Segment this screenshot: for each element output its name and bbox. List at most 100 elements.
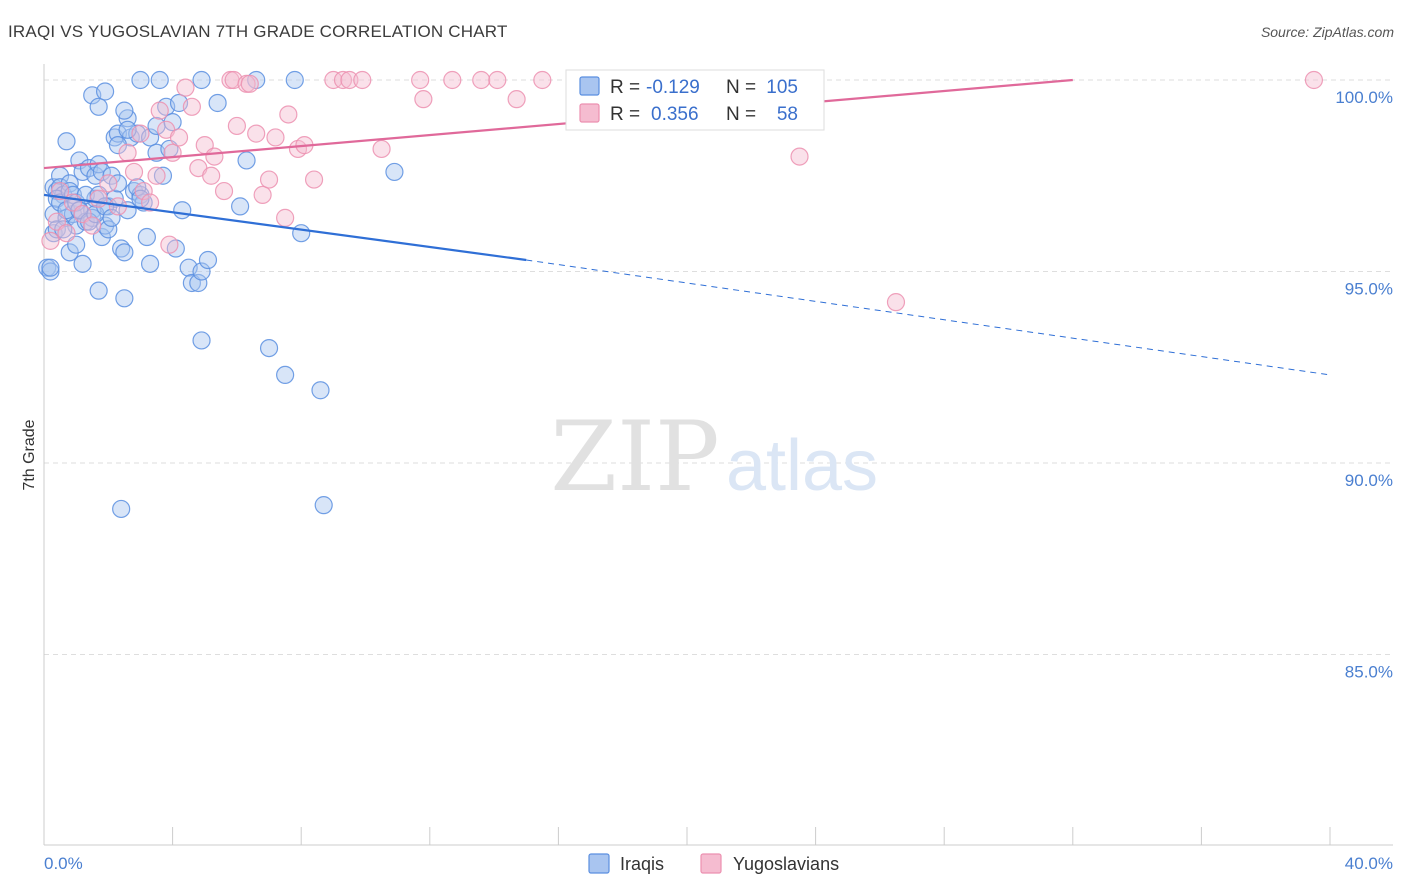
stats-n-label-yugoslavians: N = (726, 104, 756, 125)
point-iraqis (192, 331, 211, 350)
stats-n-value-yugoslavians: 58 (777, 104, 798, 125)
stats-r-value-yugoslavians: 0.356 (651, 104, 699, 125)
point-iraqis (89, 281, 108, 300)
legend-label-yugoslavians: Yugoslavians (733, 854, 839, 874)
point-yugoslavians (227, 116, 246, 136)
point-iraqis (192, 70, 211, 90)
point-yugoslavians (414, 90, 433, 109)
point-yugoslavians (533, 70, 552, 90)
point-yugoslavians (83, 216, 102, 235)
point-yugoslavians (169, 128, 189, 147)
watermark-zip: ZIP (550, 401, 719, 513)
point-yugoslavians (340, 70, 359, 90)
point-yugoslavians (259, 170, 279, 189)
point-yugoslavians (134, 181, 153, 201)
stats-r-value-iraqis: -0.129 (646, 77, 700, 98)
point-iraqis (153, 166, 173, 185)
legend-label-iraqis: Iraqis (620, 854, 664, 874)
point-iraqis (285, 70, 304, 90)
point-yugoslavians (124, 162, 144, 182)
point-yugoslavians (160, 235, 179, 254)
stats-n-label-iraqis: N = (726, 77, 756, 98)
point-yugoslavians (372, 139, 391, 159)
chart-title: IRAQI VS YUGOSLAVIAN 7TH GRADE CORRELATI… (8, 22, 508, 41)
point-iraqis (41, 262, 60, 281)
watermark-atlas: atlas (726, 426, 878, 506)
point-iraqis (95, 82, 115, 101)
point-yugoslavians (507, 90, 526, 109)
stats-swatch-yugoslavians (579, 103, 600, 123)
stats-r-label-iraqis: R = (610, 77, 640, 98)
x-tick-min: 0.0% (44, 854, 83, 873)
point-iraqis (102, 208, 121, 227)
point-yugoslavians (140, 193, 160, 212)
point-yugoslavians (131, 124, 150, 143)
point-iraqis (292, 224, 311, 243)
y-axis-label: 7th Grade (21, 419, 38, 490)
stats-n-value-iraqis: 105 (766, 77, 798, 98)
point-yugoslavians (279, 105, 298, 124)
point-iraqis (60, 174, 79, 193)
y-tick-label: 85.0% (1345, 663, 1393, 682)
legend-swatch-yugoslavians (700, 853, 722, 874)
stats-swatch-iraqis (579, 76, 600, 96)
watermark: ZIP atlas (550, 401, 878, 513)
point-yugoslavians (240, 74, 259, 93)
point-yugoslavians (163, 143, 182, 162)
point-iraqis (237, 151, 256, 170)
point-yugoslavians (214, 181, 234, 201)
point-yugoslavians (411, 70, 430, 90)
point-iraqis (150, 70, 169, 90)
point-yugoslavians (353, 70, 372, 90)
point-iraqis (131, 70, 150, 90)
point-iraqis (192, 262, 211, 281)
axes (43, 64, 1393, 846)
series-iraqis (38, 70, 404, 519)
point-iraqis (173, 201, 192, 220)
point-iraqis (115, 101, 134, 120)
point-iraqis (41, 258, 60, 277)
point-yugoslavians (488, 70, 507, 90)
point-iraqis (115, 289, 134, 308)
point-yugoslavians (324, 70, 343, 90)
point-iraqis (311, 381, 330, 400)
stats-r-label-yugoslavians: R = (610, 104, 640, 125)
point-iraqis (385, 162, 404, 182)
point-iraqis (189, 273, 208, 293)
point-yugoslavians (41, 231, 60, 250)
legend-swatch-iraqis (588, 853, 610, 874)
stats-legend: R = -0.129 N = 105 R = 0.356 N = 58 (565, 69, 825, 131)
point-iraqis (115, 243, 134, 262)
point-iraqis (57, 132, 76, 151)
point-yugoslavians (276, 208, 295, 227)
point-yugoslavians (247, 124, 266, 143)
point-yugoslavians (472, 70, 491, 90)
point-yugoslavians (176, 78, 195, 97)
point-iraqis (208, 93, 227, 113)
point-yugoslavians (886, 293, 906, 312)
point-yugoslavians (1304, 70, 1324, 90)
trend-lines (43, 78, 1331, 376)
point-iraqis (259, 339, 279, 358)
series-yugoslavians (41, 70, 1324, 312)
point-iraqis (231, 197, 250, 216)
point-yugoslavians (333, 70, 353, 90)
point-iraqis (137, 227, 156, 247)
y-tick-label: 95.0% (1345, 280, 1393, 299)
point-iraqis (140, 128, 160, 147)
point-iraqis (112, 499, 131, 519)
point-yugoslavians (57, 224, 76, 243)
point-yugoslavians (205, 147, 224, 166)
trend-line-yugoslavians (43, 78, 1073, 170)
point-yugoslavians (99, 174, 118, 193)
point-yugoslavians (253, 185, 272, 204)
y-tick-label: 100.0% (1335, 88, 1393, 107)
source-label: Source: ZipAtlas.com (1260, 24, 1394, 40)
point-iraqis (314, 496, 333, 515)
point-iraqis (276, 365, 295, 385)
x-tick-max: 40.0% (1345, 854, 1393, 873)
point-yugoslavians (150, 101, 169, 120)
point-iraqis (73, 254, 92, 273)
point-yugoslavians (50, 181, 70, 201)
